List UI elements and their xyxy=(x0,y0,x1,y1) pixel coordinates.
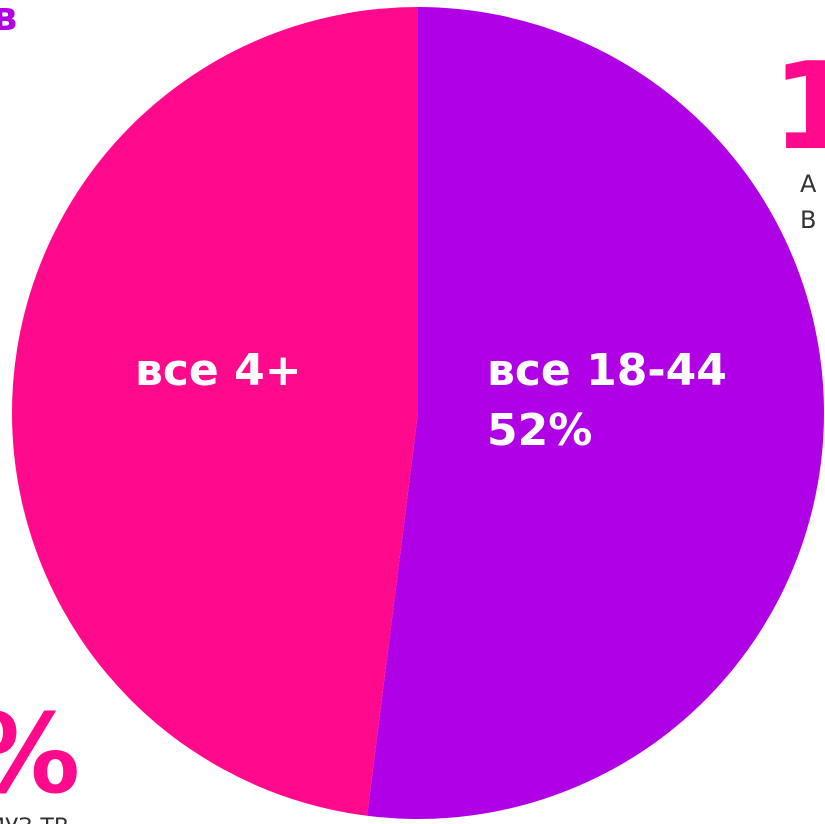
annotation: % xyxy=(0,690,80,818)
annotation: А xyxy=(800,170,817,198)
annotation: 1 xyxy=(772,38,825,177)
annotation: В xyxy=(800,206,816,234)
annotation: в xyxy=(0,0,17,40)
annotation: МУЗ-ТВ xyxy=(0,815,69,824)
slice-value-label: 52% xyxy=(487,405,592,456)
slice-label: все 18-44 xyxy=(487,345,727,396)
pie-slice xyxy=(11,7,418,816)
slice-label: все 4+ xyxy=(135,345,302,396)
pie-slice xyxy=(367,7,824,819)
